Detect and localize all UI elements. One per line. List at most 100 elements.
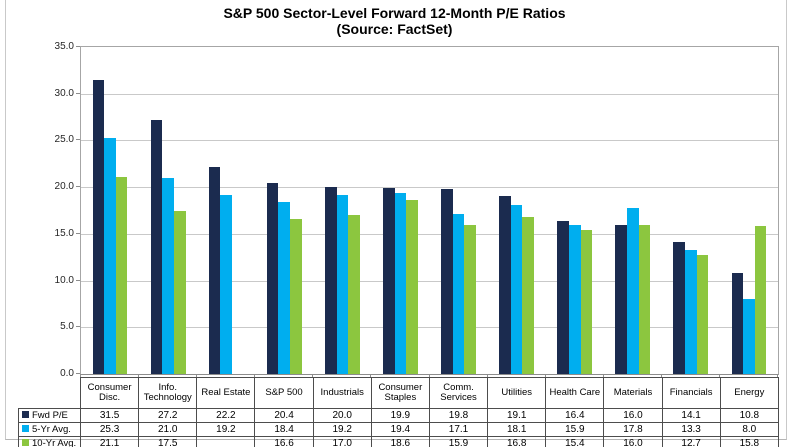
category-header-cell: Industrials xyxy=(312,377,372,409)
category-header-cell: Financials xyxy=(661,377,721,409)
category-header-cell: Info. Technology xyxy=(138,377,198,409)
bar-10-yr-avg xyxy=(696,255,709,374)
value-cell: 21.1 xyxy=(79,436,140,447)
category-header-cell: Energy xyxy=(719,377,779,409)
y-tick-mark xyxy=(76,92,80,94)
value-cell: 16.0 xyxy=(603,408,663,423)
y-tick-mark xyxy=(76,139,80,141)
plot-area xyxy=(80,46,779,375)
y-tick-mark xyxy=(76,46,80,47)
value-cell: 15.9 xyxy=(428,436,489,447)
x-tick-mark xyxy=(660,374,662,378)
category-header-cell: Health Care xyxy=(545,377,605,409)
bar-10-yr-avg xyxy=(115,176,128,374)
value-cell: 15.4 xyxy=(545,436,605,447)
bar-5-yr-avg xyxy=(510,204,523,374)
bar-10-yr-avg xyxy=(348,215,360,374)
x-tick-mark xyxy=(80,374,81,378)
value-cell: 20.4 xyxy=(254,408,314,423)
bar-fwd-p-e xyxy=(208,166,221,374)
value-cell: 16.4 xyxy=(545,408,605,423)
value-cell xyxy=(196,436,256,447)
x-tick-mark xyxy=(370,374,372,378)
bar-5-yr-avg xyxy=(568,225,581,374)
value-cell: 17.0 xyxy=(312,436,372,447)
value-cell: 22.2 xyxy=(196,408,256,423)
value-cell: 19.4 xyxy=(370,422,430,437)
bar-5-yr-avg xyxy=(685,249,697,374)
legend-swatch-icon xyxy=(22,424,29,432)
x-tick-mark xyxy=(486,374,488,378)
x-tick-mark xyxy=(544,374,546,378)
y-tick-mark xyxy=(76,326,80,328)
category-header-cell: S&P 500 xyxy=(254,377,314,409)
value-cell: 15.8 xyxy=(719,436,779,447)
value-cell: 18.1 xyxy=(487,422,547,437)
category-header-cell: Comm. Services xyxy=(428,377,489,409)
x-tick-mark xyxy=(777,374,778,378)
value-cell: 17.5 xyxy=(138,436,198,447)
value-cell: 19.1 xyxy=(487,408,547,423)
bar-5-yr-avg xyxy=(278,202,291,374)
bar-5-yr-avg xyxy=(336,194,349,374)
bar-5-yr-avg xyxy=(162,177,174,374)
category-header-cell: Consumer Staples xyxy=(370,377,430,409)
bar-fwd-p-e xyxy=(150,119,163,374)
value-cell: 20.0 xyxy=(312,408,372,423)
value-cell: 16.6 xyxy=(254,436,314,447)
bar-5-yr-avg xyxy=(220,194,232,374)
table-row: 10-Yr Avg. 21.1 17.5 16.6 17.0 18.6 15.9 16.8 15… xyxy=(18,436,779,447)
gridline xyxy=(81,327,778,329)
bar-fwd-p-e xyxy=(383,188,395,374)
bar-fwd-p-e xyxy=(324,187,337,374)
gridline xyxy=(81,187,778,189)
y-tick-mark xyxy=(76,373,80,374)
gridline xyxy=(81,233,778,235)
bar-5-yr-avg xyxy=(626,207,639,374)
value-cell: 16.8 xyxy=(487,436,547,447)
value-cell: 17.1 xyxy=(428,422,489,437)
bar-fwd-p-e xyxy=(441,189,453,374)
value-cell: 10.8 xyxy=(719,408,779,423)
x-tick-mark xyxy=(138,374,140,378)
chart-subtitle: (Source: FactSet) xyxy=(336,21,453,37)
legend-cell: 10-Yr Avg. xyxy=(18,436,81,447)
legend-cell: Fwd P/E xyxy=(18,408,81,423)
bar-10-yr-avg xyxy=(173,210,186,374)
gridline xyxy=(81,93,778,95)
bar-10-yr-avg xyxy=(464,225,476,374)
bar-fwd-p-e xyxy=(557,220,569,374)
bar-10-yr-avg xyxy=(580,230,593,374)
value-cell: 12.7 xyxy=(661,436,721,447)
y-tick-label: 35.0 xyxy=(54,41,74,52)
bar-fwd-p-e xyxy=(673,242,686,374)
bar-5-yr-avg xyxy=(394,192,407,374)
x-tick-mark xyxy=(312,374,314,378)
bar-10-yr-avg xyxy=(406,200,418,374)
bar-fwd-p-e xyxy=(731,273,744,374)
y-tick-label: 0.0 xyxy=(60,368,74,379)
value-cell: 18.4 xyxy=(254,422,314,437)
legend-swatch-icon xyxy=(22,410,29,418)
x-tick-mark xyxy=(718,374,720,378)
value-cell: 19.2 xyxy=(196,422,256,437)
value-cell: 14.1 xyxy=(661,408,721,423)
category-header-cell: Real Estate xyxy=(196,377,256,409)
bar-fwd-p-e xyxy=(615,224,627,374)
value-cell: 27.2 xyxy=(138,408,198,423)
value-cell: 21.0 xyxy=(138,422,198,437)
y-tick-label: 10.0 xyxy=(54,274,74,286)
chart-title: S&P 500 Sector-Level Forward 12-Month P/… xyxy=(223,5,566,21)
x-tick-mark xyxy=(602,374,604,378)
category-header-cell: Materials xyxy=(603,377,663,409)
y-tick-mark xyxy=(76,279,80,281)
bar-fwd-p-e xyxy=(499,195,511,374)
gridline xyxy=(81,280,778,282)
legend-label: 10-Yr Avg. xyxy=(32,438,77,447)
category-header-cell: Consumer Disc. xyxy=(79,377,140,409)
bar-fwd-p-e xyxy=(92,79,105,374)
category-header-cell: Utilities xyxy=(487,377,547,409)
legend-cell: 5-Yr Avg. xyxy=(18,422,81,437)
value-cell: 31.5 xyxy=(79,408,140,423)
